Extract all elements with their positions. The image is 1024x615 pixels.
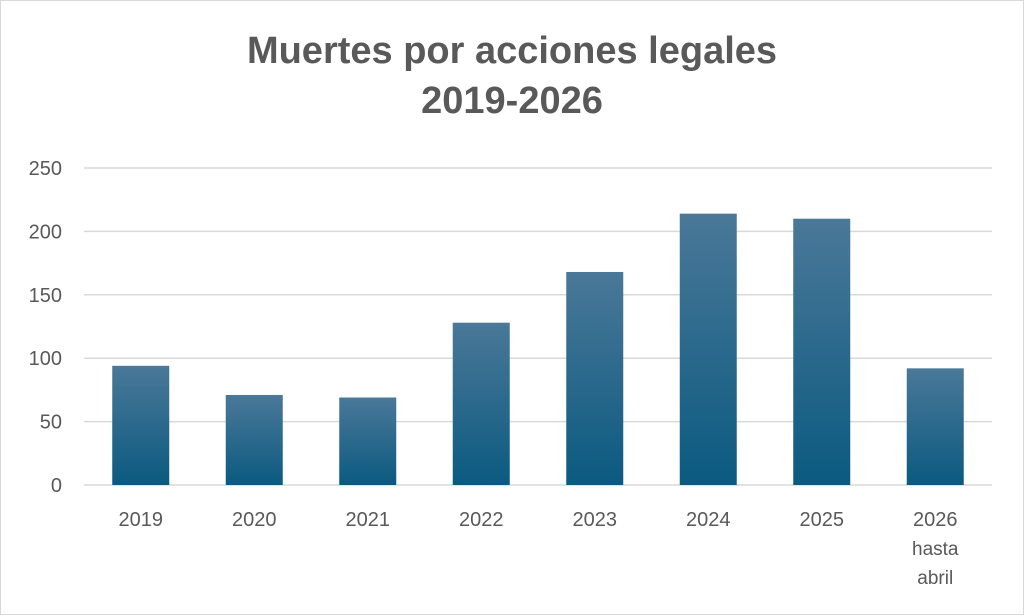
x-tick-label-line: 2024	[686, 509, 731, 531]
x-tick-label-line: 2023	[573, 509, 618, 531]
x-tick-label-line: 2019	[119, 509, 164, 531]
bar-2020	[225, 394, 283, 485]
x-tick-label-line: abril	[917, 568, 953, 589]
y-tick-label: 150	[29, 285, 62, 307]
bar-2019	[112, 365, 170, 485]
x-tick-label: 2021	[346, 509, 391, 531]
bar-2021	[339, 397, 397, 485]
x-tick-label: 2026 hasta abril	[912, 509, 959, 589]
gridlines	[84, 167, 992, 486]
bar-2026	[906, 368, 964, 485]
bar-2024	[679, 213, 737, 485]
x-tick-label-line: 2026	[913, 509, 958, 531]
chart-title-line-2: 2019-2026	[421, 80, 603, 122]
x-tick-label: 2022	[459, 509, 504, 531]
x-tick-label-line: 2022	[459, 509, 504, 531]
y-axis-ticks: 0 50 100 150 200 250	[29, 158, 62, 497]
bar-2022	[452, 322, 510, 485]
x-axis-ticks: 2019 2020 2021 2022 2023 2024 2025 2026 hasta abr…	[119, 509, 959, 589]
x-tick-label-line: 2021	[346, 509, 391, 531]
x-tick-label-line: 2020	[232, 509, 277, 531]
y-tick-label: 100	[29, 348, 62, 370]
bars	[112, 213, 964, 485]
x-tick-label: 2019	[119, 509, 164, 531]
x-tick-label: 2023	[573, 509, 618, 531]
x-tick-label-line: 2025	[800, 509, 845, 531]
chart-title-line-1: Muertes por acciones legales	[246, 30, 778, 72]
chart-title: Muertes por acciones legales 2019-2026	[0, 26, 1024, 126]
y-tick-label: 50	[40, 412, 62, 434]
x-tick-label: 2024	[686, 509, 731, 531]
bar-2025	[793, 218, 851, 485]
bar-2023	[566, 271, 624, 485]
x-tick-label-line: hasta	[912, 539, 959, 560]
y-tick-label: 0	[51, 475, 62, 497]
x-tick-label: 2020	[232, 509, 277, 531]
x-tick-label: 2025	[800, 509, 845, 531]
y-tick-label: 200	[29, 221, 62, 243]
y-tick-label: 250	[29, 158, 62, 180]
